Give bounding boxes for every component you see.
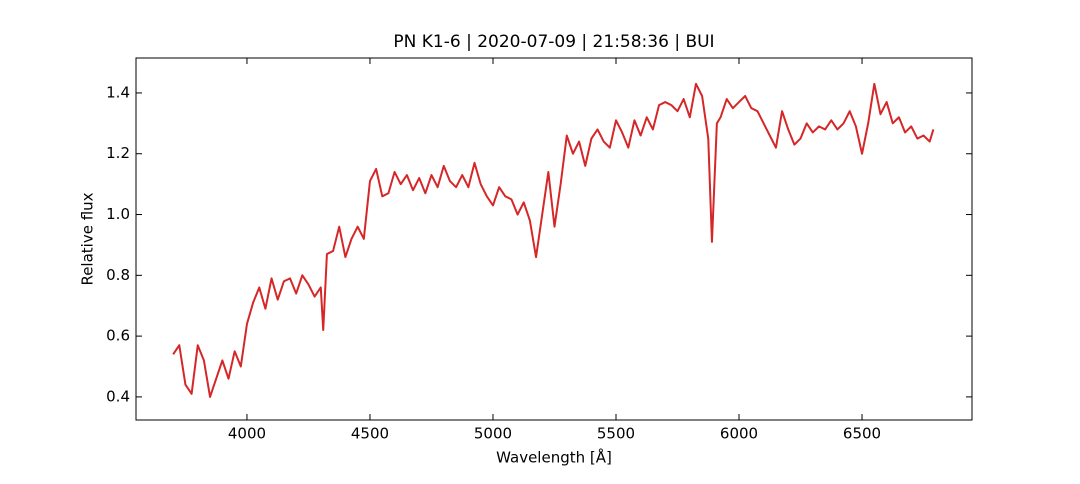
y-tick-label: 1.0 [106, 205, 130, 223]
chart-title: PN K1-6 | 2020-07-09 | 21:58:36 | BUI [393, 32, 714, 52]
y-tick-label: 0.4 [106, 387, 130, 405]
x-tick-label: 5000 [474, 425, 512, 443]
spectrum-line [172, 82, 935, 398]
y-tick-label: 0.8 [106, 266, 130, 284]
y-tick-label: 1.4 [106, 83, 130, 101]
x-axis-label: Wavelength [Å] [496, 448, 612, 467]
x-tick-label: 4500 [351, 425, 389, 443]
y-tick-label: 1.2 [106, 144, 130, 162]
x-tick-label: 5500 [597, 425, 635, 443]
plot-frame [135, 57, 973, 421]
y-axis-label: Relative flux [79, 192, 97, 285]
x-tick-label: 6500 [843, 425, 881, 443]
x-tick-label: 4000 [228, 425, 266, 443]
y-tick-label: 0.6 [106, 327, 130, 345]
x-tick-label: 6000 [720, 425, 758, 443]
